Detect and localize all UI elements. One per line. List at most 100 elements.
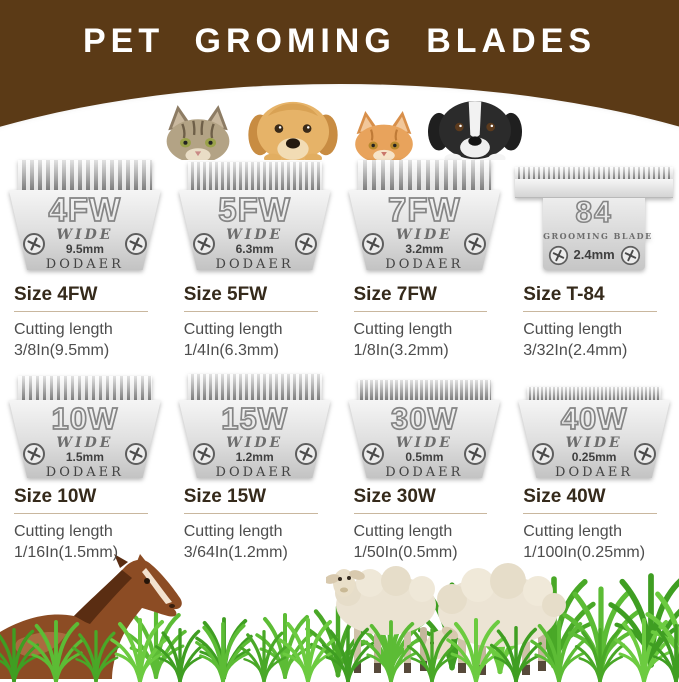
- page-title: PET GROMING BLADES: [82, 22, 597, 60]
- cutting-length-value: 1/16In(1.5mm): [14, 544, 119, 562]
- cutting-length-value: 1/100In(0.25mm): [523, 544, 646, 562]
- blade-size-engraving: 30W: [390, 401, 458, 436]
- wide-label: WIDE: [226, 227, 284, 243]
- cutting-length-value: 3/8In(9.5mm): [14, 342, 110, 360]
- info-40w: Size 40W Cutting length 1/100In(0.25mm): [509, 486, 679, 563]
- blade-teeth: [357, 160, 492, 190]
- screw-icon: [362, 443, 385, 465]
- mm-label: 1.2mm: [235, 450, 274, 465]
- mm-label: 2.4mm: [573, 247, 615, 263]
- brand-label: DODAER: [555, 464, 634, 480]
- cutting-length-value: 1/50In(0.5mm): [353, 544, 458, 562]
- blade-4fw-image: 4FW WIDE 9.5mm DODAER: [8, 160, 161, 270]
- blade-10w: 10W WIDE 1.5mm DODAER: [0, 372, 170, 478]
- mm-label: 0.5mm: [405, 450, 444, 465]
- screw-icon: [548, 245, 568, 266]
- size-title: Size 10W: [14, 486, 148, 514]
- blade-size-engraving: 40W: [560, 401, 628, 436]
- blade-size-engraving: 15W: [220, 401, 288, 436]
- size-title: Size 40W: [523, 486, 657, 514]
- blade-body: 15W WIDE 1.2mm DODAER: [178, 400, 331, 478]
- info-10w: Size 10W Cutting length 1/16In(1.5mm): [0, 486, 170, 563]
- cutting-length-label: Cutting length: [183, 523, 283, 540]
- blade-teeth: [187, 374, 322, 400]
- screw-icon: [22, 443, 45, 465]
- cutting-length-label: Cutting length: [523, 523, 622, 540]
- screw-icon: [464, 233, 487, 255]
- blade-body: 4FW WIDE 9.5mm DODAER: [8, 190, 161, 270]
- mm-label: 0.25mm: [571, 450, 617, 465]
- size-title: Size 30W: [353, 486, 488, 514]
- size-title: Size 15W: [183, 486, 318, 514]
- blade-size-engraving: 4FW: [48, 191, 122, 228]
- tabby-cat-icon: [166, 105, 229, 160]
- brand-label: DODAER: [385, 256, 464, 272]
- cutting-length-value: 1/8In(3.2mm): [353, 342, 449, 360]
- screw-icon: [124, 233, 147, 255]
- screw-icon: [532, 443, 555, 465]
- info-t84: Size T-84 Cutting length 3/32In(2.4mm): [509, 284, 679, 361]
- blade-teeth: [18, 160, 152, 190]
- blade-body: 7FW WIDE 3.2mm DODAER: [348, 190, 501, 272]
- wide-label: WIDE: [395, 435, 453, 451]
- blade-t84-image: 84 GROOMING BLADE 2.4mm: [515, 167, 674, 270]
- header-banner: PET GROMING BLADES: [0, 0, 679, 162]
- info-7fw: Size 7FW Cutting length 1/8In(3.2mm): [340, 284, 510, 361]
- mm-label: 3.2mm: [405, 242, 444, 257]
- black-white-dog-icon: [427, 101, 522, 160]
- peeking-animals: [158, 94, 522, 160]
- blade-body: 84 GROOMING BLADE 2.4mm: [543, 196, 651, 270]
- blade-10w-image: 10W WIDE 1.5mm DODAER: [8, 376, 161, 480]
- blade-teeth: [18, 376, 152, 400]
- screw-icon: [294, 443, 317, 465]
- mm-label: 1.5mm: [65, 450, 104, 465]
- size-title: Size 4FW: [14, 284, 148, 312]
- blade-row-2: 10W WIDE 1.5mm DODAER 15W WIDE 1.2mm DOD…: [0, 372, 679, 478]
- blade-size-engraving: 84: [575, 196, 613, 229]
- info-30w: Size 30W Cutting length 1/50In(0.5mm): [340, 486, 510, 563]
- screw-icon: [362, 233, 385, 255]
- cutting-length-label: Cutting length: [353, 523, 453, 540]
- info-4fw: Size 4FW Cutting length 3/8In(9.5mm): [0, 284, 170, 361]
- cutting-length-value: 3/32In(2.4mm): [523, 342, 628, 360]
- blade-7fw-image: 7FW WIDE 3.2mm DODAER: [348, 160, 501, 272]
- blade-30w: 30W WIDE 0.5mm DODAER: [340, 372, 510, 478]
- wide-label: WIDE: [226, 435, 284, 451]
- screws-and-mm-row: 2.4mm: [543, 245, 645, 266]
- wide-label: WIDE: [56, 227, 114, 243]
- screw-icon: [192, 233, 215, 255]
- screw-icon: [124, 443, 147, 465]
- grass-front: [0, 618, 679, 682]
- brand-label: DODAER: [45, 464, 124, 480]
- screw-icon: [22, 233, 45, 255]
- blade-teeth: [187, 162, 322, 190]
- blade-body: 10W WIDE 1.5mm DODAER: [8, 400, 161, 480]
- blade-body: 30W WIDE 0.5mm DODAER: [348, 400, 501, 480]
- info-5fw: Size 5FW Cutting length 1/4In(6.3mm): [170, 284, 340, 361]
- screw-icon: [620, 245, 640, 266]
- size-title: Size T-84: [523, 284, 657, 312]
- screw-icon: [634, 443, 657, 465]
- brand-label: DODAER: [385, 464, 464, 480]
- mm-label: 6.3mm: [235, 242, 274, 257]
- bottom-scene: [0, 549, 679, 682]
- brown-horse: [0, 554, 182, 679]
- blade-teeth: [527, 387, 661, 400]
- blade-size-engraving: 7FW: [387, 191, 461, 228]
- screw-icon: [192, 443, 215, 465]
- size-title: Size 7FW: [353, 284, 488, 312]
- cutting-length-label: Cutting length: [523, 321, 622, 338]
- mm-label: 9.5mm: [65, 242, 104, 257]
- cutting-length-label: Cutting length: [14, 321, 113, 338]
- blade-teeth: [357, 380, 492, 400]
- wide-label: WIDE: [565, 435, 623, 451]
- cutting-length-label: Cutting length: [353, 321, 453, 338]
- blade-top-bar: [515, 179, 674, 198]
- size-title: Size 5FW: [183, 284, 318, 312]
- cutting-length-label: Cutting length: [14, 523, 113, 540]
- orange-cat-icon: [354, 110, 413, 160]
- blade-t84: 84 GROOMING BLADE 2.4mm: [509, 156, 679, 270]
- blade-40w-image: 40W WIDE 0.25mm DODAER: [518, 387, 671, 480]
- blade-body: 5FW WIDE 6.3mm DODAER: [178, 190, 331, 270]
- screw-icon: [464, 443, 487, 465]
